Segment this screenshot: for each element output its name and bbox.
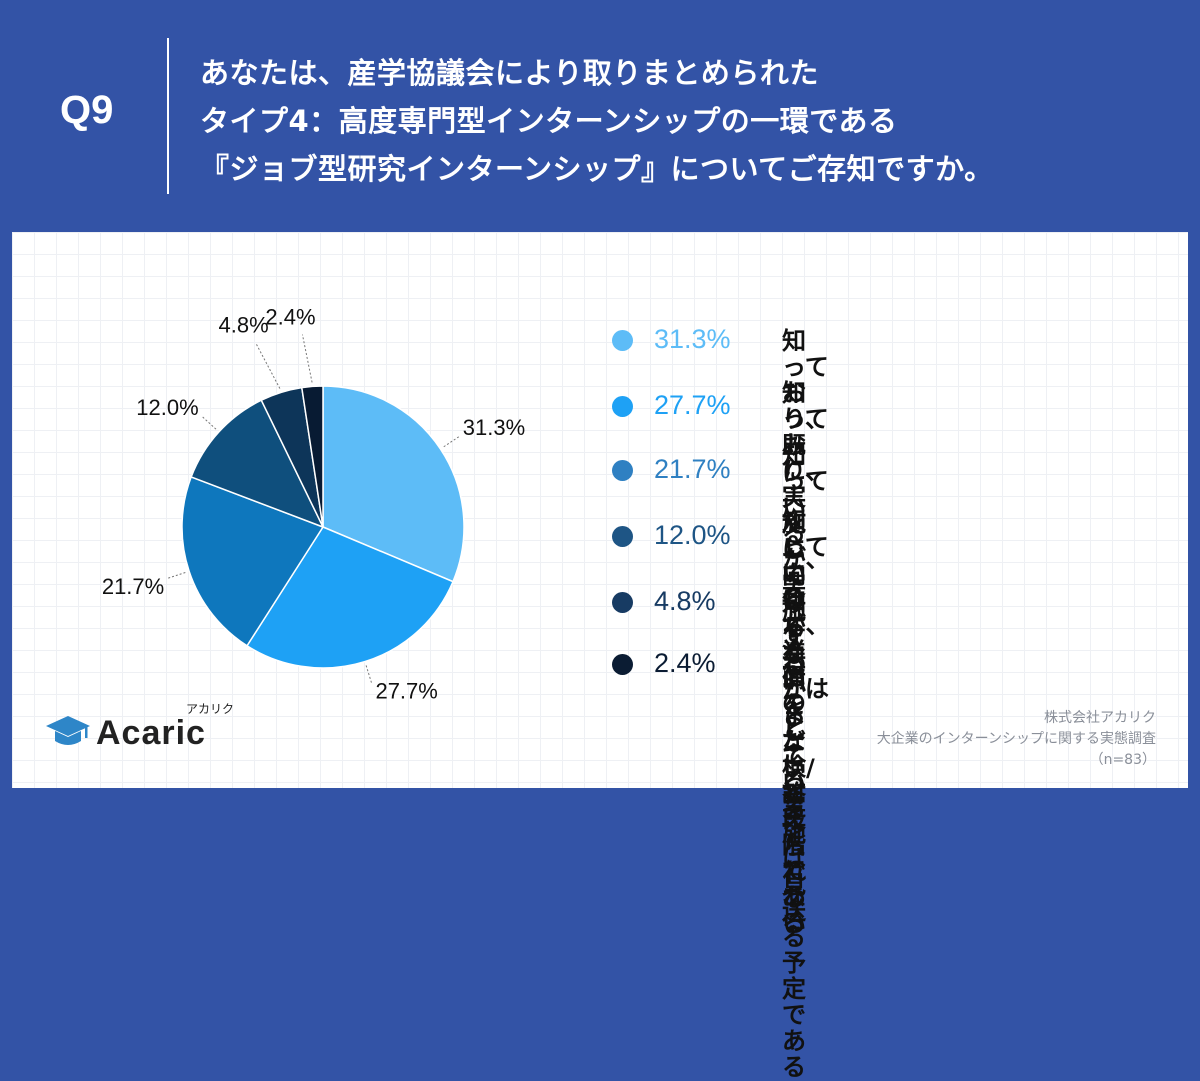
legend-label-5: 知らない [782, 588, 806, 694]
pie-slice-6 [300, 385, 324, 528]
legend-label-2: 知っており、 実施に向けて準備をしている [782, 379, 830, 823]
source-company: 株式会社アカリク [1044, 710, 1156, 726]
legend-swatch-6 [612, 654, 633, 675]
pie-label-1: 31.3% [463, 415, 525, 440]
pie-leader-1 [443, 436, 460, 448]
pie-label-5: 4.8% [219, 313, 269, 338]
legend-label-3: 知っているが、実施するかは まだ検討段階である [782, 441, 830, 937]
legend-value-1: 31.3% [654, 324, 731, 354]
pie-leader-4 [202, 416, 217, 430]
pie-label-6: 2.4% [265, 305, 315, 330]
question-line-1: あなたは、産学協議会により取りまとめられた [200, 56, 819, 90]
question-line-2: タイプ4：高度専門型インターンシップの一環である [200, 104, 898, 138]
legend-label-6: わからない/答えられない [782, 650, 815, 938]
legend-swatch-4 [612, 526, 633, 547]
pie-leader-2 [365, 665, 372, 683]
source-survey: 大企業のインターンシップに関する実態調査 [876, 731, 1156, 747]
pie-slice-2 [245, 526, 454, 669]
graduation-cap-icon [46, 716, 90, 745]
pie-slice-3 [181, 475, 325, 647]
pie-label-3: 21.7% [102, 574, 164, 599]
pie-leader-6 [301, 334, 313, 383]
legend-swatch-3 [612, 460, 633, 481]
legend-value-4: 12.0% [654, 520, 731, 550]
header-divider [167, 38, 169, 194]
logo-text: Acaric [96, 714, 206, 752]
pie-label-4: 12.0% [136, 395, 198, 420]
pie-leader-3 [168, 572, 186, 579]
chart-panel: 31.3% 27.7% 21.7% 12.0% 4.8% 2.4% 31.3% 知っており… [12, 232, 1188, 1080]
legend-value-6: 2.4% [654, 648, 716, 678]
question-number: Q9 [60, 88, 114, 132]
pie-leader-5 [255, 342, 281, 389]
logo-kana: アカリク [186, 702, 235, 716]
header: Q9 あなたは、産学協議会により取りまとめられた タイプ4：高度専門型インターン… [0, 0, 1200, 232]
acaric-logo: Acaric アカリク [44, 702, 234, 752]
source-note: 株式会社アカリク 大企業のインターンシップに関する実態調査 （n=83） [877, 708, 1156, 771]
question-line-3: 『ジョブ型研究インターンシップ』についてご存知ですか。 [200, 152, 994, 186]
legend-swatch-1 [612, 330, 633, 351]
pie-slice-1 [322, 385, 465, 583]
legend-value-5: 4.8% [654, 586, 716, 616]
legend-value-3: 21.7% [654, 454, 731, 484]
legend-value-2: 27.7% [654, 390, 731, 420]
legend-swatch-5 [612, 592, 633, 613]
source-n: （n=83） [1089, 752, 1156, 768]
pie-chart: 31.3% 27.7% 21.7% 12.0% 4.8%2.4% [102, 305, 525, 704]
legend-swatch-2 [612, 396, 633, 417]
pie-slice-4 [190, 399, 325, 529]
pie-label-2: 27.7% [375, 679, 437, 704]
legend-label-1: 知っており、既に実施している [782, 327, 830, 641]
